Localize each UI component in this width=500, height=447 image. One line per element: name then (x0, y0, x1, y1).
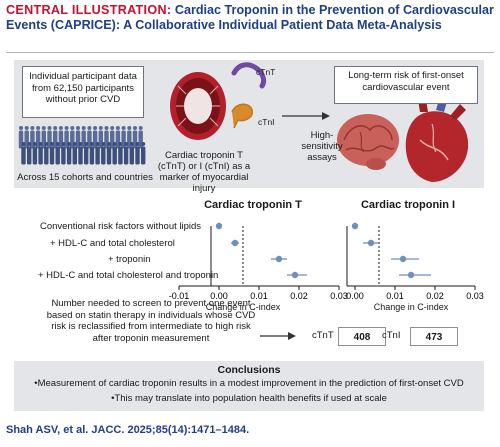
person-icon (112, 142, 117, 165)
ctnt-tick-label: 0.02 (290, 291, 308, 301)
person-icon (118, 142, 123, 165)
row-label-troponin: + troponin (108, 254, 151, 265)
ctni-tick-label: 0.02 (426, 291, 444, 301)
ctnt-point (231, 239, 239, 247)
person-icon (21, 142, 26, 165)
conclusions-panel (14, 361, 484, 411)
person-icon (72, 142, 77, 165)
ctni-tick-label: 0.03 (466, 291, 484, 301)
ctni-point (351, 222, 359, 230)
ctni-axis-title: Change in C-index (373, 302, 449, 312)
participants-box: Individual participant data from 62,150 … (22, 66, 144, 118)
header-rule (6, 52, 494, 53)
outcome-text: Long-term risk of first-onset cardiovasc… (348, 70, 464, 93)
person-icon (49, 142, 55, 165)
nnt-ctnt-label: cTnT (312, 330, 334, 341)
ctnt-tick-label: 0.03 (330, 291, 348, 301)
person-icon (89, 142, 95, 165)
person-icon (61, 142, 66, 165)
citation: Shah ASV, et al. JACC. 2025;85(14):1471–… (6, 424, 250, 436)
person-icon (135, 142, 140, 165)
person-icon (78, 142, 83, 165)
ctnt-point (275, 255, 283, 263)
ctni-tick-label: 0.01 (386, 291, 404, 301)
conclusion-item: •This may translate into population heal… (111, 393, 387, 404)
ctnt-point (215, 222, 223, 230)
person-icon (95, 142, 100, 165)
header-title: Cardiac Troponin in the Prevention of Ca… (6, 3, 494, 32)
forest-plot-ctni: 0.00 0.01 0.02 0.03 (346, 222, 484, 301)
nnt-ctnt-value: 408 (338, 327, 386, 346)
nnt-ctni-label: cTnI (382, 330, 401, 341)
conclusion-item: •Measurement of cardiac troponin results… (34, 378, 464, 389)
ctni-point (399, 255, 407, 263)
participants-text: Individual participant data from 62,150 … (29, 71, 137, 105)
crowd-icon (18, 126, 146, 165)
header-lead: CENTRAL ILLUSTRATION: (6, 3, 172, 17)
outcome-box: Long-term risk of first-onset cardiovasc… (334, 66, 478, 104)
figure-header: CENTRAL ILLUSTRATION: Cardiac Troponin i… (6, 3, 494, 33)
cohorts-text: Across 15 cohorts and countries (17, 172, 153, 183)
ctni-point (407, 271, 415, 279)
ctnt-axis-title: Change in C-index (205, 302, 281, 312)
ctni-tick-label: 0.00 (346, 291, 364, 301)
ctni-point (367, 239, 375, 247)
ctnt-label: cTnT (256, 67, 276, 77)
forest-plot-ctnt: -0.01 0.00 0.01 0.02 0.03 (169, 222, 348, 301)
nnt-arrow-head-icon (288, 332, 296, 340)
row-label-lipids-troponin: + HDL-C and total cholesterol and tropon… (38, 270, 219, 281)
person-icon (84, 142, 89, 165)
person-icon (66, 142, 72, 165)
person-icon (27, 142, 32, 165)
person-icon (44, 142, 49, 165)
conclusions-title: Conclusions (217, 364, 281, 376)
ctnt-point (291, 271, 299, 279)
nnt-description: Number needed to screen to prevent one e… (46, 298, 256, 344)
person-icon (55, 142, 60, 165)
ctnt-plot-title: Cardiac troponin T (204, 199, 302, 211)
person-icon (141, 142, 146, 165)
nnt-ctni-value: 473 (410, 327, 458, 346)
troponin-caption: Cardiac troponin T (cTnT) or I (cTnI) as… (157, 150, 251, 194)
person-icon (101, 142, 106, 165)
person-icon (123, 142, 129, 165)
ctni-label: cTnI (258, 117, 275, 127)
assays-text: High-sensitivity assays (301, 130, 343, 163)
person-icon (38, 142, 43, 165)
person-icon (106, 142, 112, 165)
row-label-lipids: + HDL-C and total cholesterol (50, 238, 175, 249)
ctni-plot-title: Cardiac troponin I (360, 199, 456, 211)
person-icon (32, 142, 38, 165)
person-icon (129, 142, 134, 165)
row-label-base: Conventional risk factors without lipids (40, 221, 202, 232)
